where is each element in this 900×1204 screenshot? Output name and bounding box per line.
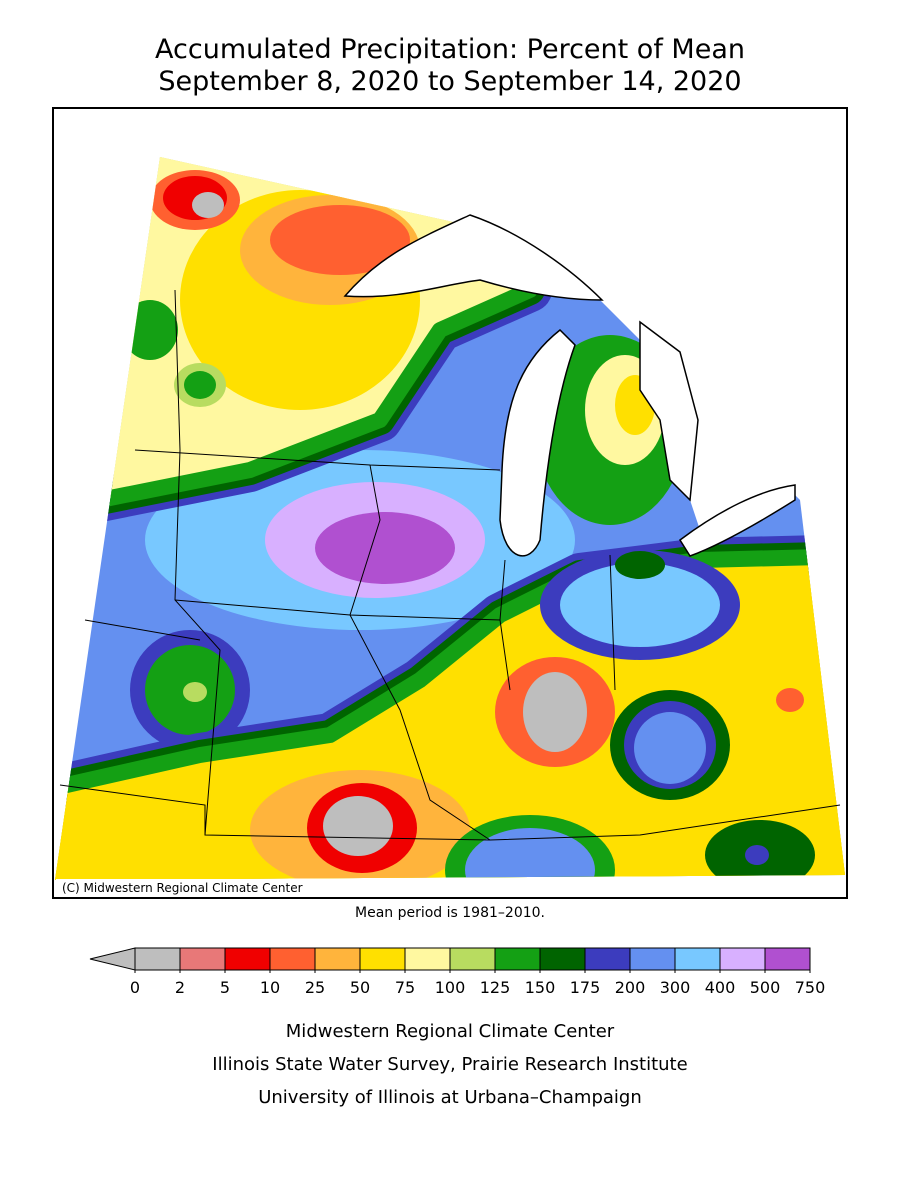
legend-swatch (224, 947, 271, 971)
legend-swatch (359, 947, 406, 971)
title-line: September 8, 2020 to September 14, 2020 (158, 66, 741, 97)
legend-tick-label: 750 (795, 978, 826, 997)
legend-tick-label: 10 (260, 978, 280, 997)
legend-tick-label: 300 (660, 978, 691, 997)
legend-tick-label: 200 (615, 978, 646, 997)
title-line: Accumulated Precipitation: Percent of Me… (155, 34, 745, 65)
legend-swatch (719, 947, 766, 971)
legend-tick-label: 175 (570, 978, 601, 997)
legend-tick-label: 50 (350, 978, 370, 997)
legend-swatch (764, 947, 811, 971)
legend-swatch (584, 947, 631, 971)
legend-tick-label: 2 (175, 978, 185, 997)
footer-line: Midwestern Regional Climate Center (286, 1021, 615, 1042)
legend-swatch (539, 947, 586, 971)
footer-line: Illinois State Water Survey, Prairie Res… (212, 1054, 687, 1075)
legend: 0 2 5 10 25 50 75 100 125 150 175 200 300 400 500 750 (89, 947, 826, 997)
legend-tick-label: 75 (395, 978, 415, 997)
legend-tick-label: 125 (480, 978, 511, 997)
legend-swatch (179, 947, 226, 971)
mean-period-note: Mean period is 1981–2010. (355, 905, 545, 921)
legend-swatch (494, 947, 541, 971)
legend-tick-label: 25 (305, 978, 325, 997)
lakes-and-land (343, 110, 846, 557)
legend-swatch (449, 947, 496, 971)
legend-swatch (269, 947, 316, 971)
credit-box (56, 879, 338, 896)
legend-tick-label: 100 (435, 978, 466, 997)
legend-swatch (134, 947, 181, 971)
map-frame (52, 107, 848, 899)
legend-swatch (629, 947, 676, 971)
legend-tick-label: 5 (220, 978, 230, 997)
legend-tick-label: 150 (525, 978, 556, 997)
legend-swatch (314, 947, 361, 971)
footer-line: University of Illinois at Urbana–Champai… (258, 1087, 642, 1108)
legend-tick-label: 0 (130, 978, 140, 997)
state-lines (59, 289, 841, 841)
legend-below-arrow (89, 947, 136, 971)
map-credit: (C) Midwestern Regional Climate Center (62, 881, 303, 895)
legend-swatch (404, 947, 451, 971)
legend-tick-label: 500 (750, 978, 781, 997)
legend-tick-label: 400 (705, 978, 736, 997)
legend-swatch (674, 947, 721, 971)
